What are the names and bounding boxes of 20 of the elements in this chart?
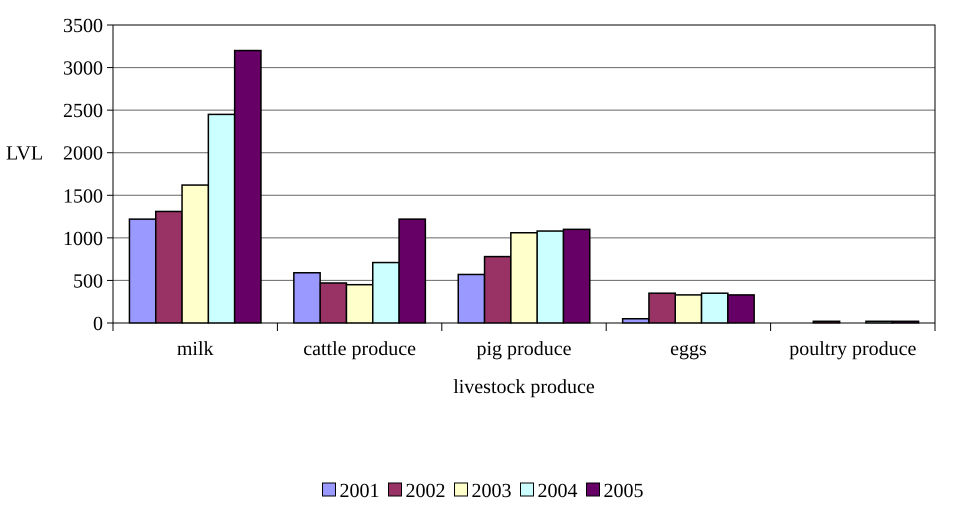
x-tick-label: milk	[176, 338, 214, 360]
x-tick-label: cattle produce	[303, 338, 416, 360]
y-tick-label: 3000	[63, 58, 103, 80]
legend-label: 2005	[604, 480, 644, 502]
y-tick-label: 3500	[63, 15, 103, 37]
x-tick-label: poultry produce	[789, 338, 917, 360]
legend-label: 2002	[406, 480, 446, 502]
legend-label: 2001	[340, 480, 380, 502]
x-tick-label: eggs	[670, 338, 707, 360]
legend-label: 2003	[472, 480, 512, 502]
legend-label: 2004	[538, 480, 578, 502]
y-tick-label: 500	[73, 270, 103, 292]
x-axis-title: livestock produce	[453, 376, 595, 398]
y-tick-label: 0	[93, 313, 103, 335]
y-tick-label: 1500	[63, 185, 103, 208]
y-tick-label: 2500	[63, 100, 103, 122]
y-axis-title: LVL	[6, 142, 44, 165]
y-tick-label: 2000	[63, 142, 103, 165]
x-tick-label: pig produce	[476, 338, 572, 360]
y-tick-label: 1000	[63, 228, 103, 250]
